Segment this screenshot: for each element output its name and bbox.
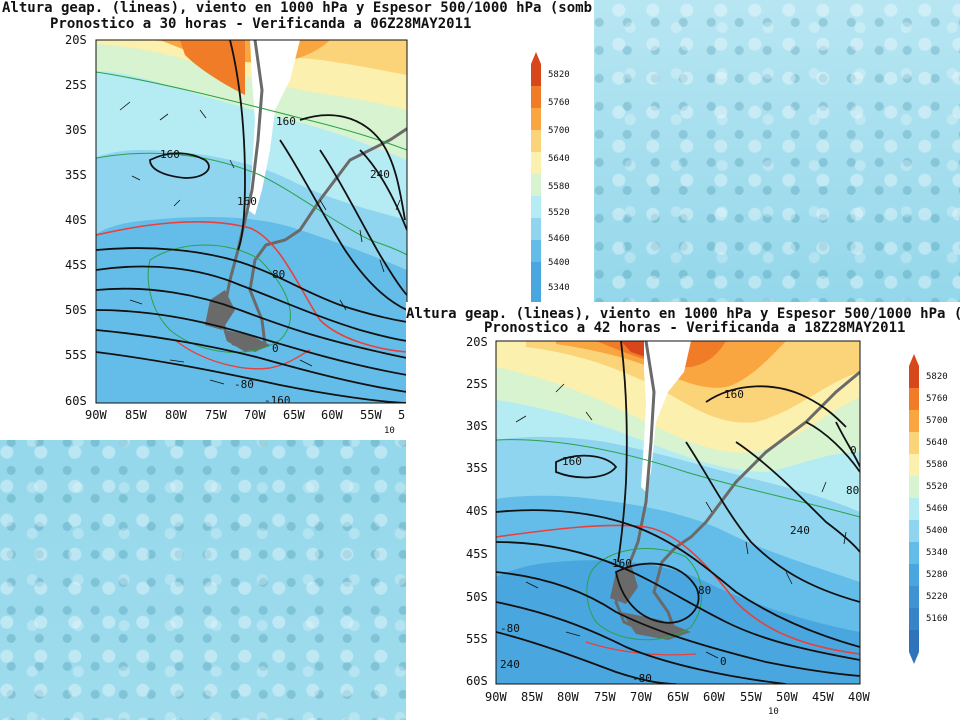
colorbar-label: 5820 bbox=[548, 70, 570, 80]
contour-label: 80 bbox=[698, 584, 711, 597]
lon-tick: 40W bbox=[848, 690, 870, 704]
lat-tick: 50S bbox=[65, 303, 87, 317]
contour-label: 0 bbox=[272, 342, 279, 355]
lat-tick: 60S bbox=[466, 674, 488, 688]
colorbar-label: 5640 bbox=[548, 154, 570, 164]
colorbar-label: 5580 bbox=[926, 460, 948, 470]
contour-label: 160 bbox=[160, 148, 180, 161]
contour-label: -80 bbox=[234, 378, 254, 391]
colorbar-label: 5700 bbox=[548, 126, 570, 136]
colorbar-label: 5340 bbox=[926, 548, 948, 558]
lat-tick: 25S bbox=[466, 377, 488, 391]
contour-label: 80 bbox=[272, 268, 285, 281]
colorbar-label: 5760 bbox=[926, 394, 948, 404]
panel-title-line1: Altura geap. (lineas), viento en 1000 hP… bbox=[406, 306, 960, 322]
contour-label: 240 bbox=[500, 658, 520, 671]
lon-tick: 85W bbox=[125, 408, 147, 422]
contour-label: -80 bbox=[632, 672, 652, 685]
colorbar-label: 5400 bbox=[548, 258, 570, 268]
lat-tick: 20S bbox=[466, 335, 488, 349]
lon-tick: 55W bbox=[360, 408, 382, 422]
contour-label: 0 bbox=[850, 444, 857, 457]
lat-tick: 40S bbox=[65, 213, 87, 227]
colorbar-label: 5640 bbox=[926, 438, 948, 448]
lon-tick: 70W bbox=[244, 408, 266, 422]
forecast-panel-30h: Altura geap. (lineas), viento en 1000 hP… bbox=[0, 0, 594, 440]
lat-tick: 35S bbox=[466, 461, 488, 475]
colorbar-label: 5220 bbox=[926, 592, 948, 602]
colorbar-label: 5460 bbox=[548, 234, 570, 244]
contour-label: 160 bbox=[724, 388, 744, 401]
contour-label: 240 bbox=[790, 524, 810, 537]
colorbar-label: 5400 bbox=[926, 526, 948, 536]
lon-tick: 70W bbox=[630, 690, 652, 704]
colorbar-label: 5460 bbox=[926, 504, 948, 514]
lat-tick: 55S bbox=[466, 632, 488, 646]
contour-label: 160 bbox=[445, 42, 465, 55]
lat-tick: 30S bbox=[65, 123, 87, 137]
contour-label: 160 bbox=[276, 115, 296, 128]
lat-tick: 30S bbox=[466, 419, 488, 433]
reference-vector-label: 10 bbox=[384, 426, 395, 436]
colorbar-label: 5280 bbox=[926, 570, 948, 580]
lon-tick: 55W bbox=[740, 690, 762, 704]
lat-tick: 55S bbox=[65, 348, 87, 362]
lon-tick: 60W bbox=[321, 408, 343, 422]
lon-tick: 90W bbox=[85, 408, 107, 422]
lon-tick: 75W bbox=[205, 408, 227, 422]
lat-tick: 50S bbox=[466, 590, 488, 604]
lon-tick: 60W bbox=[703, 690, 725, 704]
contour-label: 160 bbox=[612, 557, 632, 570]
colorbar-label: 5520 bbox=[926, 482, 948, 492]
forecast-map-30h: 160 160 160 240 160 80 0 -80 -160 bbox=[95, 39, 541, 407]
lon-tick: 65W bbox=[667, 690, 689, 704]
panel-title-line1: Altura geap. (lineas), viento en 1000 hP… bbox=[2, 0, 594, 16]
lat-tick: 20S bbox=[65, 33, 87, 47]
contour-label: 80 bbox=[846, 484, 859, 497]
colorbar-label: 5160 bbox=[926, 614, 948, 624]
lat-tick: 60S bbox=[65, 394, 87, 408]
forecast-panel-42h: Altura geap. (lineas), viento en 1000 hP… bbox=[406, 302, 960, 720]
panel-title-line2: Pronostico a 42 horas - Verificanda a 18… bbox=[484, 320, 906, 336]
lon-tick: 65W bbox=[283, 408, 305, 422]
lat-tick: 25S bbox=[65, 78, 87, 92]
lat-tick: 35S bbox=[65, 168, 87, 182]
lon-tick: 45W bbox=[812, 690, 834, 704]
reference-vector-label: 10 bbox=[768, 707, 779, 717]
contour-label: 160 bbox=[562, 455, 582, 468]
panel-title-line2: Pronostico a 30 horas - Verificanda a 06… bbox=[50, 16, 472, 32]
lat-tick: 40S bbox=[466, 504, 488, 518]
contour-label: -160 bbox=[264, 394, 291, 407]
contour-label: 240 bbox=[370, 168, 390, 181]
colorbar-label: 5760 bbox=[548, 98, 570, 108]
lon-tick: 75W bbox=[594, 690, 616, 704]
forecast-map-42h: 160 160 240 160 80 0 -80 -80 240 0 80 bbox=[495, 340, 919, 685]
lon-tick: 80W bbox=[165, 408, 187, 422]
lon-tick: 5 bbox=[398, 408, 406, 422]
contour-label: 0 bbox=[720, 655, 727, 668]
colorbar-label: 5340 bbox=[548, 283, 570, 293]
colorbar bbox=[909, 354, 919, 664]
colorbar bbox=[531, 52, 541, 302]
colorbar-label: 5580 bbox=[548, 182, 570, 192]
lat-tick: 45S bbox=[65, 258, 87, 272]
colorbar-label: 5520 bbox=[548, 208, 570, 218]
contour-label: 160 bbox=[237, 195, 257, 208]
colorbar-label: 5820 bbox=[926, 372, 948, 382]
lon-tick: 80W bbox=[557, 690, 579, 704]
lon-tick: 90W bbox=[485, 690, 507, 704]
lon-tick: 50W bbox=[776, 690, 798, 704]
lon-tick: 85W bbox=[521, 690, 543, 704]
lat-tick: 45S bbox=[466, 547, 488, 561]
colorbar-label: 5700 bbox=[926, 416, 948, 426]
contour-label: -80 bbox=[500, 622, 520, 635]
